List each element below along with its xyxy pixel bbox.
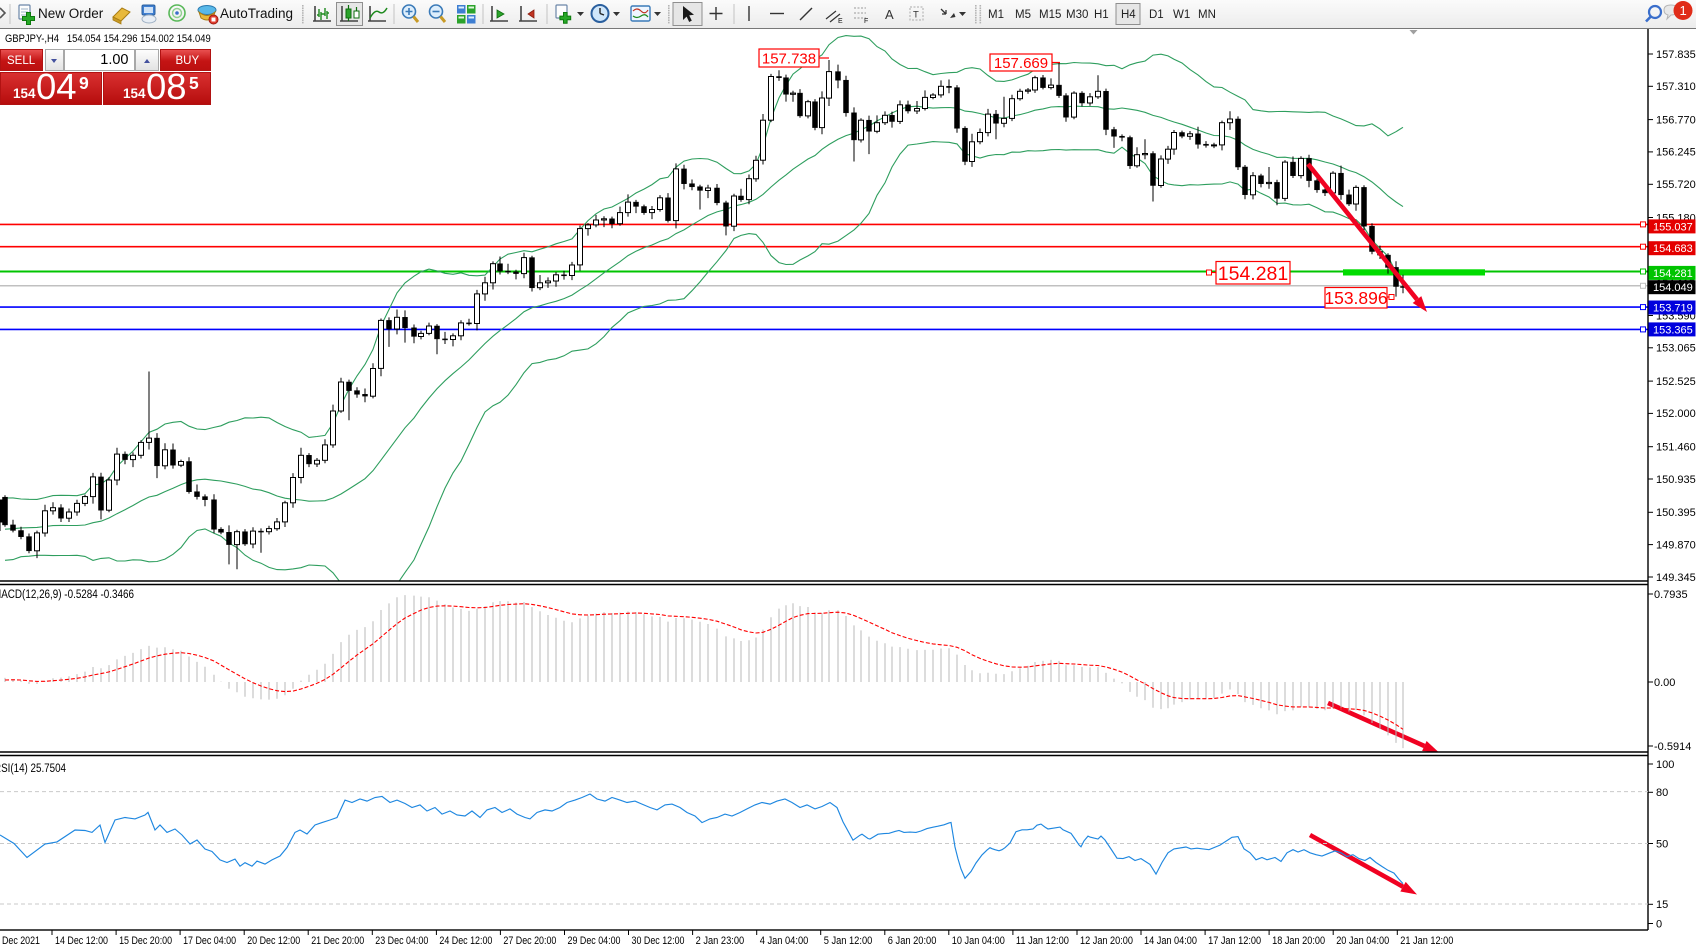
svg-text:149.345: 149.345 <box>1656 572 1696 584</box>
svg-text:10 Jan 04:00: 10 Jan 04:00 <box>952 935 1005 947</box>
svg-text:153.896: 153.896 <box>1324 288 1387 308</box>
svg-text:154.281: 154.281 <box>1218 263 1289 285</box>
svg-text:M30: M30 <box>1066 9 1088 21</box>
svg-text:0.00: 0.00 <box>1654 677 1675 689</box>
svg-text:T: T <box>913 10 919 21</box>
svg-text:14 Dec 12:00: 14 Dec 12:00 <box>55 935 108 947</box>
svg-text:153.365: 153.365 <box>1653 324 1693 336</box>
svg-text:100: 100 <box>1656 759 1674 771</box>
svg-text:F: F <box>864 18 868 25</box>
svg-text:152.000: 152.000 <box>1656 408 1696 420</box>
svg-text:152.525: 152.525 <box>1656 376 1696 388</box>
svg-text:149.870: 149.870 <box>1656 539 1696 551</box>
svg-text:23 Dec 04:00: 23 Dec 04:00 <box>375 935 428 947</box>
svg-text:M1: M1 <box>988 9 1004 21</box>
svg-text:5 Jan 12:00: 5 Jan 12:00 <box>824 935 873 947</box>
svg-text:20 Jan 04:00: 20 Jan 04:00 <box>1336 935 1389 947</box>
svg-text:157.310: 157.310 <box>1656 81 1696 93</box>
svg-text:-0.5914: -0.5914 <box>1654 741 1691 753</box>
svg-text:D1: D1 <box>1149 9 1164 21</box>
svg-text:154.281: 154.281 <box>1653 268 1693 280</box>
svg-text:4 Jan 04:00: 4 Jan 04:00 <box>760 935 809 947</box>
svg-text:153.719: 153.719 <box>1653 303 1693 315</box>
svg-text:2 Jan 23:00: 2 Jan 23:00 <box>696 935 745 947</box>
svg-text:11 Jan 12:00: 11 Jan 12:00 <box>1016 935 1069 947</box>
svg-text:0.7935: 0.7935 <box>1654 589 1688 601</box>
svg-text:RSI(14) 25.7504: RSI(14) 25.7504 <box>0 763 67 775</box>
svg-text:155.037: 155.037 <box>1653 221 1693 233</box>
svg-text:Dec 2021: Dec 2021 <box>2 935 40 947</box>
svg-text:E: E <box>838 18 843 25</box>
svg-text:6 Jan 20:00: 6 Jan 20:00 <box>888 935 937 947</box>
svg-text:14 Jan 04:00: 14 Jan 04:00 <box>1144 935 1197 947</box>
svg-text:MACD(12,26,9) -0.5284 -0.3466: MACD(12,26,9) -0.5284 -0.3466 <box>0 589 134 601</box>
svg-text:156.245: 156.245 <box>1656 147 1696 159</box>
svg-text:150.395: 150.395 <box>1656 507 1696 519</box>
svg-text:21 Dec 20:00: 21 Dec 20:00 <box>311 935 364 947</box>
svg-text:150.935: 150.935 <box>1656 474 1696 486</box>
svg-text:H4: H4 <box>1121 9 1136 21</box>
svg-text:50: 50 <box>1656 838 1668 850</box>
svg-text:1: 1 <box>1680 3 1687 18</box>
svg-text:153.065: 153.065 <box>1656 343 1696 355</box>
svg-text:157.835: 157.835 <box>1656 49 1696 61</box>
svg-text:20 Dec 12:00: 20 Dec 12:00 <box>247 935 300 947</box>
svg-text:157.669: 157.669 <box>994 55 1048 72</box>
svg-text:12 Jan 20:00: 12 Jan 20:00 <box>1080 935 1133 947</box>
svg-text:18 Jan 20:00: 18 Jan 20:00 <box>1272 935 1325 947</box>
svg-text:15 Dec 20:00: 15 Dec 20:00 <box>119 935 172 947</box>
svg-text:29 Dec 04:00: 29 Dec 04:00 <box>568 935 621 947</box>
svg-text:156.770: 156.770 <box>1656 114 1696 126</box>
svg-text:17 Dec 04:00: 17 Dec 04:00 <box>183 935 236 947</box>
svg-text:80: 80 <box>1656 787 1668 799</box>
svg-text:154.683: 154.683 <box>1653 243 1693 255</box>
svg-text:M15: M15 <box>1039 9 1061 21</box>
svg-text:MN: MN <box>1198 9 1216 21</box>
svg-text:H1: H1 <box>1094 9 1109 21</box>
svg-text:A: A <box>885 7 894 22</box>
svg-text:0: 0 <box>1656 918 1662 930</box>
svg-text:27 Dec 20:00: 27 Dec 20:00 <box>503 935 556 947</box>
svg-text:157.738: 157.738 <box>762 50 816 67</box>
svg-text:24 Dec 12:00: 24 Dec 12:00 <box>439 935 492 947</box>
svg-text:151.460: 151.460 <box>1656 442 1696 454</box>
svg-text:154.049: 154.049 <box>1653 282 1693 294</box>
svg-text:W1: W1 <box>1173 9 1190 21</box>
svg-text:17 Jan 12:00: 17 Jan 12:00 <box>1208 935 1261 947</box>
svg-text:155.720: 155.720 <box>1656 179 1696 191</box>
svg-text:M5: M5 <box>1015 9 1031 21</box>
svg-text:21 Jan 12:00: 21 Jan 12:00 <box>1400 935 1453 947</box>
svg-text:15: 15 <box>1656 899 1668 911</box>
svg-text:30 Dec 12:00: 30 Dec 12:00 <box>632 935 685 947</box>
